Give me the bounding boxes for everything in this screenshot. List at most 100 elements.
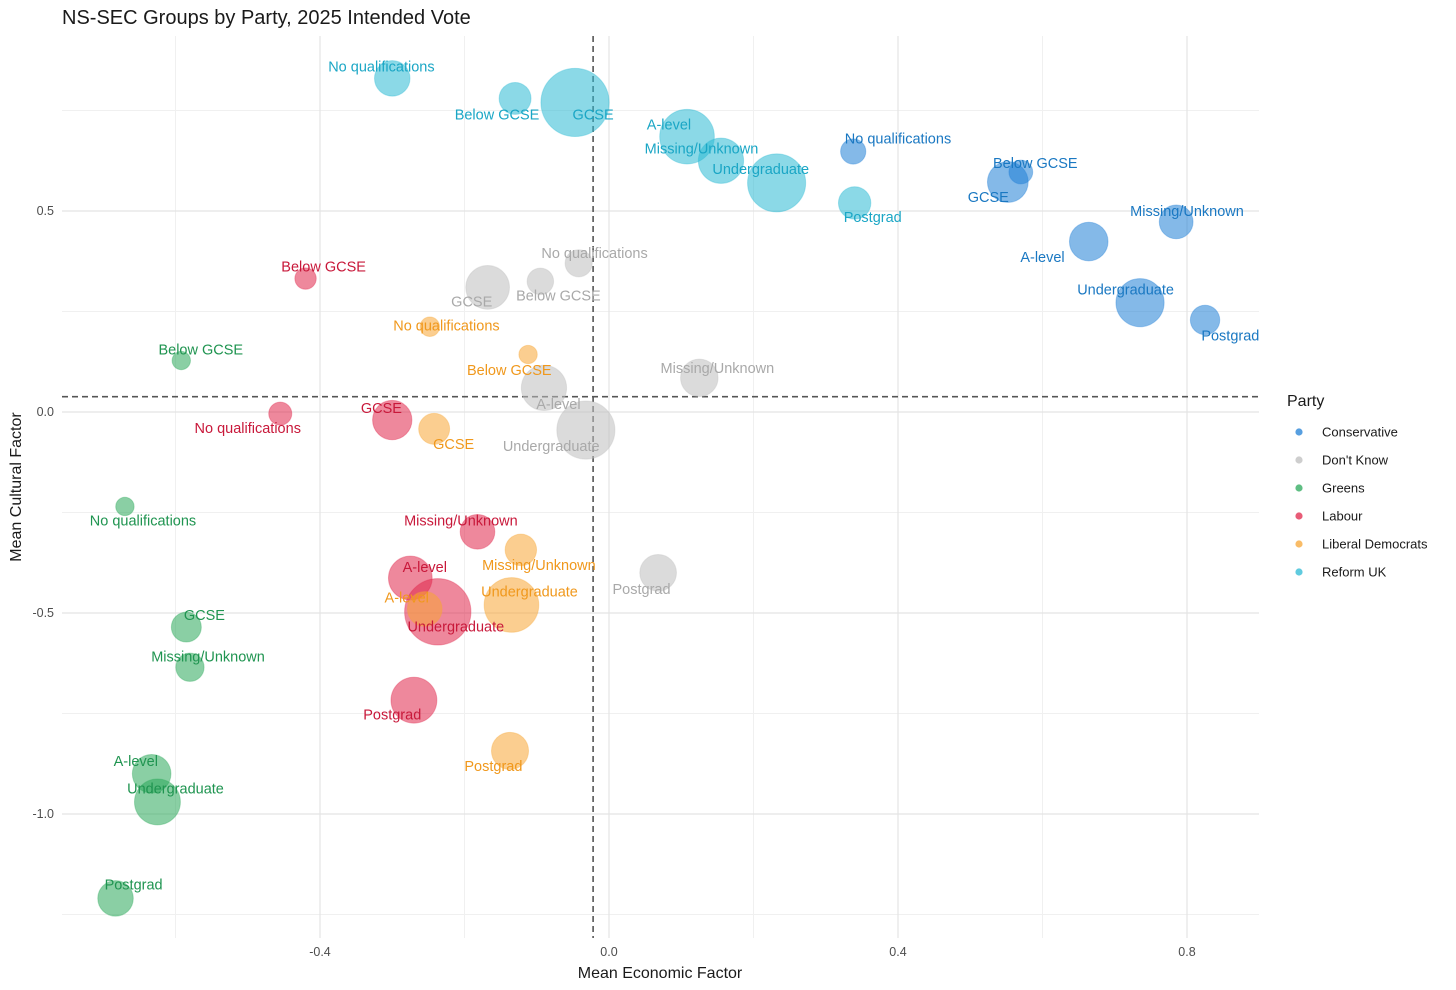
data-point <box>680 358 719 398</box>
point-label: Below GCSE <box>455 108 540 124</box>
data-point <box>837 186 872 220</box>
axis-ticks: -0.4 0.0 0.4 0.8 -1.0 -0.5 0.0 0.5 <box>32 204 1195 959</box>
y-tick-label: 0.5 <box>37 204 54 218</box>
legend-key <box>1295 484 1303 492</box>
data-point <box>490 731 530 770</box>
data-point <box>170 611 202 643</box>
data-point <box>115 496 135 517</box>
chart-title: NS-SEC Groups by Party, 2025 Intended Vo… <box>62 7 471 29</box>
data-point <box>419 316 441 338</box>
legend-key <box>1295 428 1303 436</box>
point-label: Below GCSE <box>158 343 243 359</box>
point-label: A-level <box>1020 250 1064 266</box>
x-tick-label: 0.0 <box>600 945 617 959</box>
point-label: Below GCSE <box>516 288 601 304</box>
data-points <box>97 60 1221 917</box>
point-label: Postgrad <box>105 877 163 893</box>
y-axis-title: Mean Cultural Factor <box>8 412 25 562</box>
point-label: Undergraduate <box>407 619 504 635</box>
data-point <box>390 676 438 724</box>
point-label: A-level <box>536 397 580 413</box>
data-point <box>564 249 593 278</box>
data-point <box>418 412 451 445</box>
y-tick-label: -1.0 <box>32 807 54 821</box>
point-label: Missing/Unknown <box>661 361 775 377</box>
point-label: A-level <box>647 118 691 134</box>
data-point <box>459 513 496 550</box>
point-label: Undergraduate <box>1077 282 1174 298</box>
data-point <box>697 137 745 184</box>
data-point <box>131 754 172 794</box>
point-label: Postgrad <box>612 582 670 598</box>
data-point <box>372 399 413 441</box>
point-label: A-level <box>114 754 158 770</box>
legend-key <box>1295 540 1303 548</box>
data-point <box>520 364 568 412</box>
legend-label: Don't Know <box>1322 453 1389 468</box>
point-label: A-level <box>385 591 429 607</box>
data-point <box>498 81 532 115</box>
point-label: No qualifications <box>541 246 647 262</box>
point-label: Below GCSE <box>281 259 366 275</box>
x-tick-label: 0.4 <box>889 945 906 959</box>
data-point <box>747 153 807 213</box>
data-point <box>639 553 677 592</box>
point-label: GCSE <box>433 437 474 453</box>
legend-label: Liberal Democrats <box>1322 537 1428 552</box>
data-point <box>526 267 555 296</box>
data-point <box>171 350 191 371</box>
y-tick-label: 0.0 <box>37 405 54 419</box>
y-tick-label: -0.5 <box>32 606 54 620</box>
data-point <box>659 108 715 165</box>
data-point <box>840 138 867 165</box>
point-label: GCSE <box>573 108 614 124</box>
reference-lines <box>62 36 1259 938</box>
point-labels: No qualifications Below GCSE GCSE Missing/U… <box>90 59 1260 893</box>
point-label: No qualifications <box>845 132 951 148</box>
data-point <box>175 652 205 682</box>
point-label: No qualifications <box>195 421 301 437</box>
data-point <box>540 67 610 138</box>
data-point <box>97 880 134 917</box>
legend-label: Labour <box>1322 509 1363 524</box>
data-point <box>268 401 293 426</box>
point-label: Missing/Unknown <box>645 142 759 158</box>
data-point <box>465 265 510 310</box>
point-label: Undergraduate <box>481 585 578 601</box>
point-label: No qualifications <box>393 319 499 335</box>
point-label: Below GCSE <box>467 363 552 379</box>
point-label: No qualifications <box>328 59 434 75</box>
point-label: Undergraduate <box>127 782 224 798</box>
point-label: Missing/Unknown <box>151 649 265 665</box>
legend: Party Conservative Don't Know Greens Labour… <box>1287 393 1428 580</box>
point-label: Missing/Unknown <box>482 558 596 574</box>
data-point <box>483 577 540 633</box>
legend-title: Party <box>1287 393 1324 410</box>
data-point <box>1068 221 1109 262</box>
point-label: Postgrad <box>1201 329 1259 345</box>
x-tick-label: -0.4 <box>309 945 331 959</box>
data-point <box>1189 304 1221 336</box>
legend-label: Reform UK <box>1322 565 1387 580</box>
data-point <box>518 344 538 365</box>
point-label: Undergraduate <box>712 162 809 178</box>
point-label: GCSE <box>361 401 402 417</box>
grid <box>62 36 1259 938</box>
legend-key <box>1295 568 1303 576</box>
x-tick-label: 0.8 <box>1178 945 1195 959</box>
point-label: Missing/Unknown <box>1130 204 1244 220</box>
legend-key <box>1295 456 1303 464</box>
point-label: Postgrad <box>464 759 522 775</box>
point-label: Postgrad <box>363 708 421 724</box>
point-label: Postgrad <box>844 210 902 226</box>
point-label: Below GCSE <box>993 156 1078 172</box>
legend-key <box>1295 512 1303 520</box>
point-label: GCSE <box>451 294 492 310</box>
legend-label: Conservative <box>1322 425 1398 440</box>
data-point <box>556 400 616 460</box>
legend-label: Greens <box>1322 481 1365 496</box>
x-axis-title: Mean Economic Factor <box>578 965 743 982</box>
data-point <box>1158 204 1194 240</box>
point-label: GCSE <box>184 608 225 624</box>
